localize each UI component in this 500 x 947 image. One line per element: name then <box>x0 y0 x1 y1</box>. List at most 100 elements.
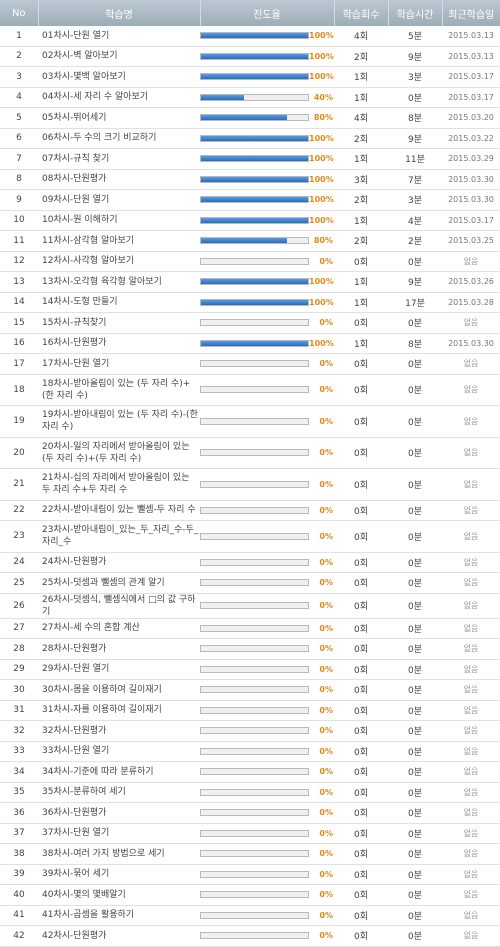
lesson-name[interactable]: 28차시-단원평가 <box>38 638 200 660</box>
lesson-name[interactable]: 36차시-단원평가 <box>38 802 200 824</box>
recent-study-date: 없음 <box>442 618 500 639</box>
row-number: 34 <box>0 761 38 783</box>
table-row: 41 41차시-곱셈을 활용하기 0% 0회 0분 없음 <box>0 905 500 926</box>
lesson-name[interactable]: 18차시-받아올림이 있는 (두 자리 수)+(한 자리 수) <box>38 374 200 406</box>
lesson-name[interactable]: 32차시-단원평가 <box>38 720 200 742</box>
study-count: 0회 <box>334 741 388 762</box>
recent-study-date: 2015.03.30 <box>442 333 500 354</box>
lesson-name[interactable]: 05차시-뛰어세기 <box>38 107 200 129</box>
table-row: 14 14차시-도형 만들기 100% 1회 17분 2015.03.28 <box>0 292 500 313</box>
progress-percent: 0% <box>319 448 333 458</box>
study-time: 0분 <box>388 884 442 906</box>
progress-percent: 0% <box>319 849 333 859</box>
row-number: 3 <box>0 66 38 88</box>
progress-percent: 100% <box>309 338 334 348</box>
study-time: 11분 <box>388 148 442 170</box>
study-count: 0회 <box>334 720 388 742</box>
study-count: 3회 <box>334 169 388 190</box>
lesson-name[interactable]: 17차시-단원 열기 <box>38 353 200 375</box>
study-time: 0분 <box>388 679 442 701</box>
progress-bar <box>200 73 309 81</box>
lesson-name[interactable]: 37차시-단원 열기 <box>38 823 200 844</box>
lesson-name[interactable]: 15차시-규칙찾기 <box>38 312 200 334</box>
table-row: 28 28차시-단원평가 0% 0회 0분 없음 <box>0 638 500 660</box>
progress-bar <box>200 319 309 327</box>
lesson-name[interactable]: 09차시-단원 열기 <box>38 189 200 211</box>
progress-percent: 0% <box>319 601 333 610</box>
progress-bar <box>200 93 309 101</box>
recent-study-date: 없음 <box>442 864 500 885</box>
lesson-name[interactable]: 01차시-단원 열기 <box>38 26 200 47</box>
progress-bar <box>200 665 309 673</box>
progress-percent: 100% <box>309 31 334 41</box>
table-row: 1 01차시-단원 열기 100% 4회 5분 2015.03.13 <box>0 26 500 47</box>
lesson-name[interactable]: 19차시-받아내림이 있는 (두 자리 수)-(한 자리 수) <box>38 405 200 438</box>
lesson-name[interactable]: 03차시-몇백 알아보기 <box>38 66 200 88</box>
progress-percent: 0% <box>319 479 333 489</box>
progress-percent: 100% <box>309 277 334 287</box>
progress-cell: 100% <box>200 148 334 170</box>
row-number: 38 <box>0 843 38 865</box>
study-count: 0회 <box>334 638 388 660</box>
lesson-name[interactable]: 24차시-단원평가 <box>38 552 200 573</box>
lesson-name[interactable]: 16차시-단원평가 <box>38 333 200 354</box>
lesson-name[interactable]: 39차시-묶어 세기 <box>38 864 200 885</box>
lesson-name[interactable]: 29차시-단원 열기 <box>38 659 200 680</box>
study-time: 0분 <box>388 741 442 762</box>
lesson-name[interactable]: 10차시-원 이해하기 <box>38 210 200 231</box>
lesson-name[interactable]: 11차시-삼각형 알아보기 <box>38 230 200 252</box>
lesson-name[interactable]: 20차시-일의 자리에서 받아올림이 있는 (두 자리 수)+(두 자리 수) <box>38 437 200 469</box>
lesson-name[interactable]: 41차시-곱셈을 활용하기 <box>38 905 200 926</box>
study-time: 2분 <box>388 230 442 252</box>
recent-study-date: 없음 <box>442 353 500 375</box>
lesson-name[interactable]: 30차시-몸을 이용하여 길이재기 <box>38 679 200 701</box>
progress-percent: 0% <box>319 890 333 900</box>
lesson-name[interactable]: 35차시-분류하여 세기 <box>38 782 200 803</box>
recent-study-date: 2015.03.13 <box>442 26 500 47</box>
lesson-name[interactable]: 23차시-받아내림이_있는_두_자리_수-두_자리_수 <box>38 520 200 553</box>
lesson-name[interactable]: 02차시-벽 알아보기 <box>38 46 200 67</box>
row-number: 21 <box>0 468 38 501</box>
lesson-name[interactable]: 14차시-도형 만들기 <box>38 292 200 313</box>
progress-percent: 0% <box>319 318 333 328</box>
study-time: 8분 <box>388 107 442 129</box>
lesson-name[interactable]: 33차시-단원 열기 <box>38 741 200 762</box>
lesson-name[interactable]: 34차시-기준에 따라 분류하기 <box>38 761 200 783</box>
row-number: 23 <box>0 520 38 553</box>
lesson-name[interactable]: 26차시-덧셈식, 뺄셈식에서 □의 값 구하기 <box>38 593 200 619</box>
table-row: 2 02차시-벽 알아보기 100% 2회 9분 2015.03.13 <box>0 46 500 67</box>
study-time: 7분 <box>388 169 442 190</box>
progress-cell: 0% <box>200 720 334 742</box>
lesson-name[interactable]: 13차시-오각형 육각형 알아보기 <box>38 271 200 293</box>
lesson-name[interactable]: 40차시-몇의 몇배알기 <box>38 884 200 906</box>
lesson-name[interactable]: 04차시-세 자리 수 알아보기 <box>38 87 200 108</box>
progress-percent: 100% <box>309 174 334 184</box>
row-number: 40 <box>0 884 38 906</box>
lesson-name[interactable]: 08차시-단원평가 <box>38 169 200 190</box>
progress-percent: 0% <box>319 869 333 879</box>
lesson-name[interactable]: 21차시-십의 자리에서 받아올림이 있는 두 자리 수+두 자리 수 <box>38 468 200 501</box>
lesson-name[interactable]: 31차시-자를 이용하여 길이재기 <box>38 700 200 721</box>
progress-bar <box>200 686 309 694</box>
row-number: 15 <box>0 312 38 334</box>
study-time: 0분 <box>388 659 442 680</box>
row-number: 29 <box>0 659 38 680</box>
progress-fill <box>201 176 308 182</box>
lesson-name[interactable]: 06차시-두 수의 크기 비교하기 <box>38 128 200 149</box>
progress-bar <box>200 850 309 858</box>
lesson-name[interactable]: 38차시-여러 가지 방법으로 세기 <box>38 843 200 865</box>
lesson-name[interactable]: 27차시-세 수의 혼합 계산 <box>38 618 200 639</box>
header-study-time: 학습시간 <box>388 0 443 26</box>
lesson-name[interactable]: 12차시-사각형 알아보기 <box>38 251 200 272</box>
study-time: 0분 <box>388 700 442 721</box>
progress-bar <box>200 216 309 224</box>
progress-percent: 100% <box>309 215 334 225</box>
lesson-name[interactable]: 25차시-덧셈과 뺄셈의 관계 알기 <box>38 572 200 594</box>
lesson-name[interactable]: 22차시-받아내림이 있는 뺄셈-두 자리 수 <box>38 500 200 521</box>
progress-percent: 100% <box>309 72 334 82</box>
table-row: 36 36차시-단원평가 0% 0회 0분 없음 <box>0 802 500 824</box>
recent-study-date: 2015.03.28 <box>442 292 500 313</box>
recent-study-date: 없음 <box>442 468 500 501</box>
lesson-name[interactable]: 07차시-규칙 찾기 <box>38 148 200 170</box>
row-number: 25 <box>0 572 38 594</box>
